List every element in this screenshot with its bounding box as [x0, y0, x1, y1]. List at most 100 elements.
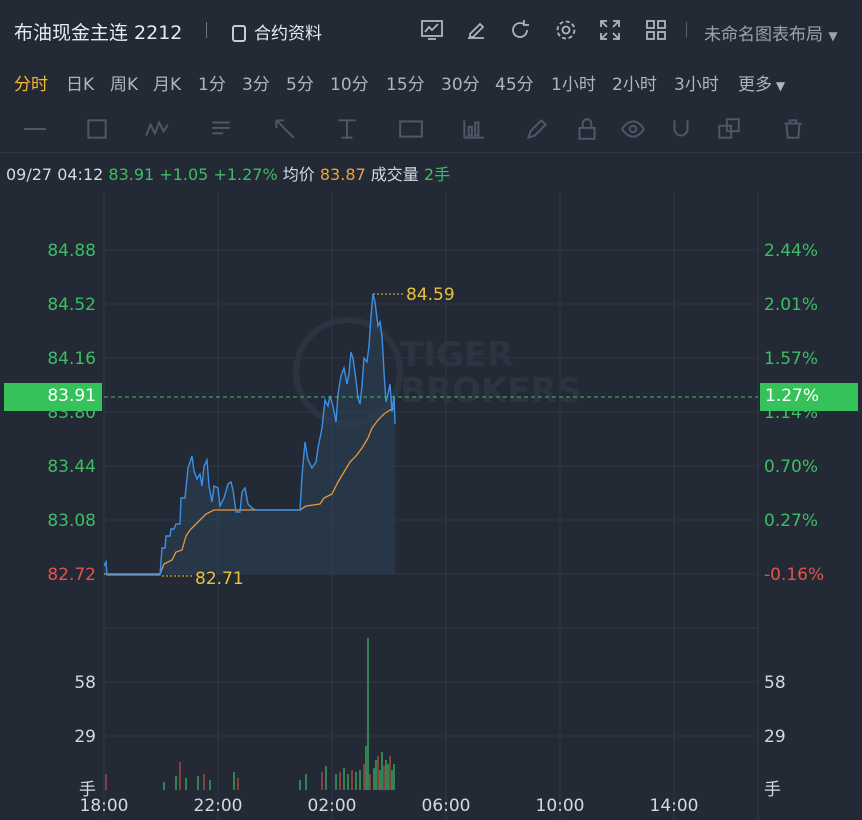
magnet-icon[interactable]: [668, 116, 694, 142]
tab-label: 周K: [110, 75, 139, 95]
avg-label: 均价: [282, 165, 315, 184]
current-price-badge: 83.91: [4, 383, 102, 411]
tab-7[interactable]: 10分: [330, 70, 369, 95]
y-tick-label: 84.88: [47, 241, 96, 261]
tab-label: 30分: [441, 75, 480, 95]
y-tick-label: 82.72: [47, 565, 96, 585]
tab-12[interactable]: 2小时: [612, 70, 657, 95]
x-tick-label: 02:00: [308, 796, 357, 816]
quote-change-pct: +1.27%: [213, 165, 278, 184]
current-pct-badge: 1.27%: [760, 383, 858, 411]
x-tick-label: 22:00: [194, 796, 243, 816]
price-area: [104, 294, 395, 575]
line-tool-icon[interactable]: [22, 116, 48, 142]
quote-info: 09/27 04:12 83.91 +1.05 +1.27% 均价 83.87 …: [6, 161, 450, 185]
tab-9[interactable]: 30分: [441, 70, 480, 95]
level-tool-icon[interactable]: [334, 116, 360, 142]
grid-layout-icon[interactable]: [644, 18, 668, 42]
chevron-down-icon: ▼: [828, 29, 838, 43]
tab-2[interactable]: 周K: [110, 70, 138, 95]
lock-icon[interactable]: [574, 116, 600, 142]
tab-5[interactable]: 3分: [242, 70, 270, 95]
tab-label: 分时: [14, 75, 48, 95]
tab-label: 10分: [330, 75, 369, 95]
header-divider: [206, 22, 207, 38]
quote-price: 83.91: [108, 165, 155, 184]
contract-info-button[interactable]: 合约资料: [232, 19, 322, 44]
document-icon: [232, 25, 246, 42]
layout-dropdown[interactable]: 未命名图表布局 ▼: [704, 20, 838, 45]
settings-icon[interactable]: [554, 18, 578, 42]
tab-13[interactable]: 3小时: [674, 70, 719, 95]
contract-info-label: 合约资料: [254, 24, 322, 44]
tab-11[interactable]: 1小时: [551, 70, 596, 95]
tab-4[interactable]: 1分: [198, 70, 226, 95]
fullscreen-icon[interactable]: [598, 18, 622, 42]
y-tick-label: 84.52: [47, 295, 96, 315]
tab-label: 45分: [495, 75, 534, 95]
tab-label: 2小时: [612, 75, 657, 95]
tab-label: 3分: [242, 75, 270, 95]
volume-tick-label-right: 58: [764, 673, 786, 693]
volume-value: 2手: [423, 165, 451, 184]
pct-tick-label: 1.57%: [764, 349, 818, 369]
arrow-tool-icon[interactable]: [272, 116, 298, 142]
volume-tool-icon[interactable]: [460, 116, 486, 142]
tab-8[interactable]: 15分: [386, 70, 425, 95]
x-tick-label: 06:00: [422, 796, 471, 816]
quote-change: +1.05: [159, 165, 209, 184]
tab-label: 1小时: [551, 75, 596, 95]
watermark: BROKERS: [400, 371, 581, 411]
trash-icon[interactable]: [780, 116, 806, 142]
y-tick-label: 83.08: [47, 511, 96, 531]
x-tick-label: 10:00: [536, 796, 585, 816]
pct-tick-label: 2.44%: [764, 241, 818, 261]
pencil-icon[interactable]: [524, 116, 550, 142]
price-line: [103, 293, 396, 576]
volume-label: 成交量: [370, 165, 419, 184]
tab-1[interactable]: 日K: [66, 70, 94, 95]
tab-label: 日K: [66, 75, 95, 95]
tab-label: 月K: [153, 75, 182, 95]
eye-icon[interactable]: [620, 116, 646, 142]
label-tool-icon[interactable]: [398, 116, 424, 142]
intraday-chart[interactable]: 84.8884.5284.1683.8083.4483.0882.722.44%…: [0, 186, 862, 820]
x-tick-label: 18:00: [80, 796, 129, 816]
volume-tick-label-right: 29: [764, 727, 786, 747]
toolbar-divider: [0, 152, 862, 153]
tab-3[interactable]: 月K: [153, 70, 181, 95]
copy-icon[interactable]: [716, 116, 742, 142]
instrument-title: 布油现金主连 2212: [14, 22, 183, 44]
tab-label: 5分: [286, 75, 314, 95]
watermark: TIGER: [400, 335, 513, 375]
rectangle-tool-icon[interactable]: [84, 116, 110, 142]
text-block-tool-icon[interactable]: [208, 116, 234, 142]
tab-label: 3小时: [674, 75, 719, 95]
chevron-down-icon: ▼: [772, 79, 786, 93]
x-tick-label: 14:00: [650, 796, 699, 816]
tab-14[interactable]: 更多 ▼: [738, 70, 785, 95]
tab-label: 更多: [738, 75, 772, 95]
chart-line-icon[interactable]: [420, 18, 444, 42]
refresh-icon[interactable]: [508, 18, 532, 42]
volume-tick-label: 29: [74, 727, 96, 747]
tab-10[interactable]: 45分: [495, 70, 534, 95]
avg-price: 83.87: [319, 165, 366, 184]
pct-tick-label: -0.16%: [764, 565, 824, 585]
tab-label: 1分: [198, 75, 226, 95]
tab-0[interactable]: 分时: [14, 70, 48, 95]
pct-tick-label: 0.70%: [764, 457, 818, 477]
wave-tool-icon[interactable]: [144, 116, 170, 142]
quote-datetime: 09/27 04:12: [6, 165, 104, 184]
pct-tick-label: 2.01%: [764, 295, 818, 315]
volume-tick-label: 58: [74, 673, 96, 693]
tab-6[interactable]: 5分: [286, 70, 314, 95]
low-label: 82.71: [195, 569, 244, 589]
high-label: 84.59: [406, 285, 455, 305]
y-tick-label: 84.16: [47, 349, 96, 369]
chart-header: 布油现金主连 2212 合约资料 未命名图表布局 ▼: [0, 0, 862, 60]
edit-icon[interactable]: [464, 18, 488, 42]
y-tick-label: 83.44: [47, 457, 96, 477]
layout-label: 未命名图表布局: [704, 25, 823, 45]
volume-tick-label-right: 手: [764, 780, 781, 800]
